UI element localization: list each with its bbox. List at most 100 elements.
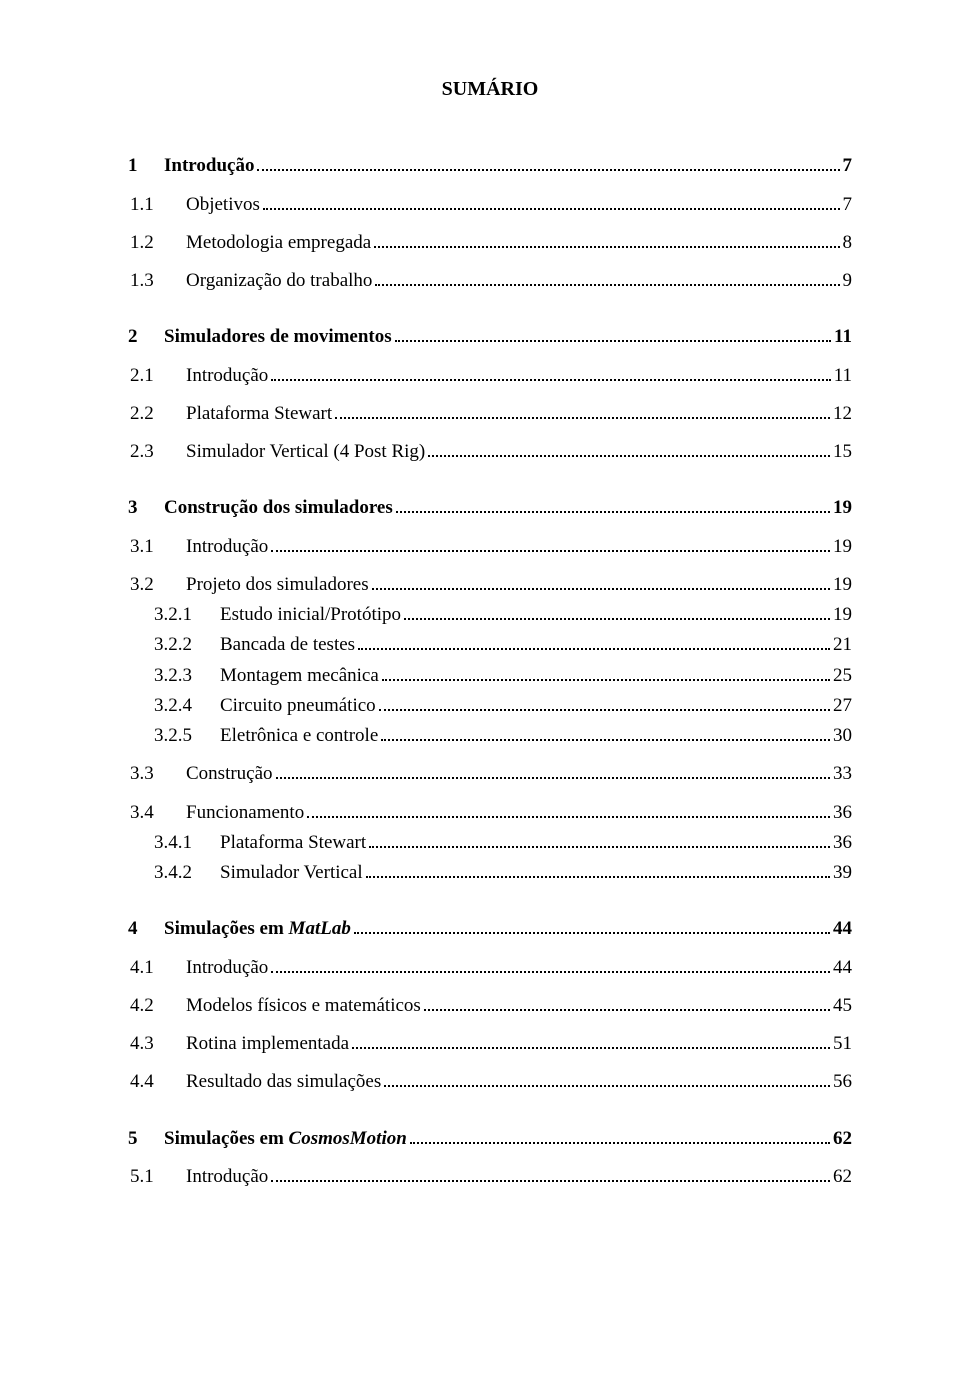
toc-entry-page: 15 — [833, 442, 852, 461]
toc-entry: 1Introdução7 — [128, 155, 852, 175]
toc-leader-dots — [395, 326, 831, 342]
toc-leader-dots — [271, 535, 830, 551]
toc-entry: 1.3Organização do trabalho9 — [128, 270, 852, 290]
toc-entry-number: 3.2.1 — [154, 605, 220, 624]
toc-entry: 3.4.1Plataforma Stewart36 — [128, 832, 852, 852]
toc-entry: 3.2.3Montagem mecânica25 — [128, 664, 852, 684]
toc-leader-dots — [382, 664, 830, 680]
toc-entry-number: 3.4.1 — [154, 833, 220, 852]
toc-entry-page: 7 — [843, 195, 853, 214]
toc-entry: 3.1Introdução 19 — [128, 535, 852, 555]
toc-entry-page: 19 — [833, 575, 852, 594]
toc-entry-title: Introdução — [186, 958, 268, 977]
toc-entry: 3.3Construção33 — [128, 763, 852, 783]
page: SUMÁRIO 1Introdução71.1Objetivos71.2Meto… — [0, 0, 960, 1389]
toc-entry-page: 51 — [833, 1034, 852, 1053]
toc-entry: 3.2Projeto dos simuladores 19 — [128, 574, 852, 594]
toc-leader-dots — [372, 574, 830, 590]
toc-entry-number: 3.4 — [128, 803, 186, 822]
toc-leader-dots — [369, 832, 830, 848]
toc-entry-title: Simulador Vertical (4 Post Rig) — [186, 442, 425, 461]
toc-entry-number: 3.2.4 — [154, 696, 220, 715]
toc-entry-title: Organização do trabalho — [186, 271, 372, 290]
toc-entry-number: 1 — [128, 156, 164, 175]
toc-entry: 3.2.5Eletrônica e controle30 — [128, 725, 852, 745]
toc-entry-title: Plataforma Stewart — [220, 833, 366, 852]
toc-leader-dots — [271, 364, 830, 380]
toc-entry-number: 3.1 — [128, 537, 186, 556]
toc-entry-number: 4.1 — [128, 958, 186, 977]
toc-entry-title: Simulações em MatLab — [164, 919, 351, 938]
toc-entry-number: 4.4 — [128, 1072, 186, 1091]
toc-entry: 4.1Introdução 44 — [128, 956, 852, 976]
toc-entry-number: 2.3 — [128, 442, 186, 461]
toc-entry-page: 27 — [833, 696, 852, 715]
toc-leader-dots — [271, 1166, 830, 1182]
toc-entry-page: 12 — [833, 404, 852, 423]
page-title: SUMÁRIO — [128, 78, 852, 101]
toc-entry: 4.4Resultado das simulações 56 — [128, 1071, 852, 1091]
toc-entry: 2.3Simulador Vertical (4 Post Rig) 15 — [128, 441, 852, 461]
toc-entry-title: Estudo inicial/Protótipo — [220, 605, 401, 624]
toc-entry-number: 3.2.5 — [154, 726, 220, 745]
toc-entry-number: 3.2.2 — [154, 635, 220, 654]
toc-entry: 4.2Modelos físicos e matemáticos45 — [128, 995, 852, 1015]
toc-entry-title: Resultado das simulações — [186, 1072, 381, 1091]
toc-entry: 2Simuladores de movimentos11 — [128, 326, 852, 346]
toc-entry-title: Introdução — [186, 1167, 268, 1186]
toc-leader-dots — [424, 995, 830, 1011]
toc-entry-page: 19 — [833, 537, 852, 556]
toc-leader-dots — [381, 725, 830, 741]
toc-entry: 3.2.1Estudo inicial/Protótipo19 — [128, 604, 852, 624]
toc-entry-number: 2.2 — [128, 404, 186, 423]
toc-entry-title: Metodologia empregada — [186, 233, 371, 252]
toc-entry-page: 8 — [843, 233, 853, 252]
toc-entry-page: 9 — [843, 271, 853, 290]
toc-entry-page: 11 — [834, 327, 852, 346]
toc-entry-page: 39 — [833, 863, 852, 882]
toc-entry-title: Montagem mecânica — [220, 666, 379, 685]
toc-entry-number: 3.2 — [128, 575, 186, 594]
toc-entry-title: Simulações em CosmosMotion — [164, 1129, 407, 1148]
toc-leader-dots — [410, 1127, 830, 1143]
toc-entry: 1.2Metodologia empregada8 — [128, 232, 852, 252]
toc-leader-dots — [307, 801, 830, 817]
toc-entry-title: Objetivos — [186, 195, 260, 214]
toc-entry-title: Funcionamento — [186, 803, 304, 822]
toc-entry-page: 19 — [833, 498, 852, 517]
toc-entry: 4Simulações em MatLab44 — [128, 918, 852, 938]
table-of-contents: 1Introdução71.1Objetivos71.2Metodologia … — [128, 155, 852, 1186]
toc-leader-dots — [384, 1071, 830, 1087]
toc-entry-title: Introdução — [186, 537, 268, 556]
toc-entry-title: Circuito pneumático — [220, 696, 376, 715]
toc-leader-dots — [352, 1033, 830, 1049]
toc-leader-dots — [374, 232, 839, 248]
toc-entry-page: 11 — [834, 366, 852, 385]
toc-entry-page: 56 — [833, 1072, 852, 1091]
toc-leader-dots — [271, 956, 830, 972]
toc-entry-title: Projeto dos simuladores — [186, 575, 369, 594]
toc-entry-number: 2 — [128, 327, 164, 346]
toc-entry-title: Eletrônica e controle — [220, 726, 378, 745]
toc-entry-number: 4.2 — [128, 996, 186, 1015]
toc-entry-number: 3.2.3 — [154, 666, 220, 685]
toc-entry: 5.1Introdução62 — [128, 1166, 852, 1186]
toc-leader-dots — [428, 441, 830, 457]
toc-entry-title: Modelos físicos e matemáticos — [186, 996, 421, 1015]
toc-entry: 3.2.4Circuito pneumático 27 — [128, 695, 852, 715]
toc-entry-number: 3.4.2 — [154, 863, 220, 882]
toc-entry-number: 3.3 — [128, 764, 186, 783]
toc-entry: 3.4.2Simulador Vertical39 — [128, 862, 852, 882]
toc-entry-title: Construção dos simuladores — [164, 498, 393, 517]
toc-leader-dots — [358, 634, 830, 650]
toc-entry-title: Introdução — [186, 366, 268, 385]
toc-entry-number: 4 — [128, 919, 164, 938]
toc-entry-page: 44 — [833, 958, 852, 977]
toc-entry: 3.4Funcionamento36 — [128, 801, 852, 821]
toc-entry-number: 3 — [128, 498, 164, 517]
toc-entry: 2.2Plataforma Stewart12 — [128, 403, 852, 423]
toc-entry: 2.1Introdução11 — [128, 364, 852, 384]
toc-leader-dots — [335, 403, 830, 419]
toc-leader-dots — [375, 270, 839, 286]
toc-entry-number: 4.3 — [128, 1034, 186, 1053]
